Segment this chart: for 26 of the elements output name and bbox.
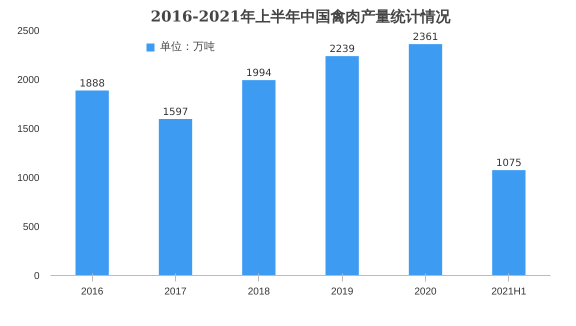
- data-label: 2239: [329, 44, 355, 56]
- chart-title: 2016-2021年上半年中国禽肉产量统计情况: [150, 8, 452, 26]
- legend-label: 单位：万吨: [160, 40, 215, 54]
- data-label: 1888: [79, 78, 105, 90]
- bar: [408, 44, 442, 276]
- data-label: 1075: [496, 158, 522, 170]
- y-tick-label: 500: [22, 222, 40, 233]
- data-label: 1597: [162, 106, 188, 118]
- x-tick-label: 2017: [164, 286, 188, 298]
- y-tick-label: 1500: [17, 124, 40, 135]
- y-tick-label: 2500: [17, 26, 40, 37]
- data-label: 2361: [412, 32, 438, 44]
- bar: [242, 80, 276, 276]
- bar: [158, 118, 192, 276]
- x-tick-label: 2018: [248, 286, 270, 298]
- x-tick-label: 2016: [81, 286, 104, 298]
- x-tick-label: 2020: [414, 286, 438, 298]
- data-label: 1994: [246, 68, 272, 80]
- x-tick-label: 2021H1: [491, 286, 527, 298]
- y-tick-label: 2000: [17, 75, 40, 86]
- bar: [76, 90, 109, 276]
- bar: [326, 56, 359, 276]
- bar: [492, 170, 526, 276]
- y-tick-label: 1000: [17, 173, 40, 184]
- x-tick-label: 2019: [331, 286, 354, 298]
- y-tick-label: 0: [34, 271, 40, 282]
